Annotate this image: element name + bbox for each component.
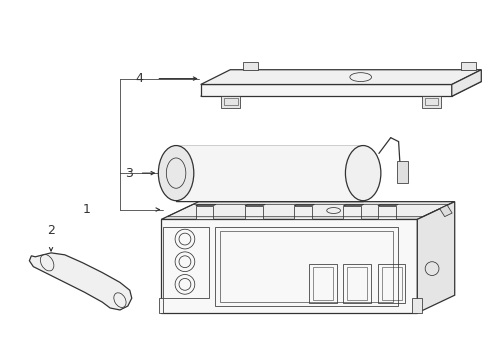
Polygon shape [421, 96, 441, 108]
Text: 4: 4 [136, 72, 144, 85]
Text: 2: 2 [47, 224, 55, 237]
Polygon shape [396, 161, 409, 183]
Polygon shape [417, 202, 455, 313]
Polygon shape [159, 298, 163, 313]
Polygon shape [245, 206, 263, 219]
Polygon shape [221, 96, 241, 108]
Polygon shape [413, 298, 422, 313]
Polygon shape [343, 206, 361, 219]
Polygon shape [452, 70, 481, 96]
Polygon shape [378, 206, 395, 219]
Polygon shape [378, 204, 398, 206]
Polygon shape [161, 202, 455, 219]
Text: 3: 3 [125, 167, 133, 180]
Polygon shape [294, 206, 312, 219]
Polygon shape [29, 253, 132, 310]
Polygon shape [294, 204, 315, 206]
Polygon shape [243, 62, 258, 70]
Polygon shape [343, 204, 364, 206]
Polygon shape [161, 219, 417, 313]
Polygon shape [461, 62, 476, 70]
Polygon shape [201, 70, 481, 85]
Ellipse shape [158, 145, 194, 201]
Text: 1: 1 [82, 203, 91, 216]
Polygon shape [196, 204, 216, 206]
Polygon shape [176, 145, 363, 201]
Polygon shape [201, 85, 452, 96]
Polygon shape [196, 206, 214, 219]
Polygon shape [440, 205, 452, 217]
Ellipse shape [345, 145, 381, 201]
Polygon shape [245, 204, 265, 206]
Polygon shape [201, 82, 481, 96]
